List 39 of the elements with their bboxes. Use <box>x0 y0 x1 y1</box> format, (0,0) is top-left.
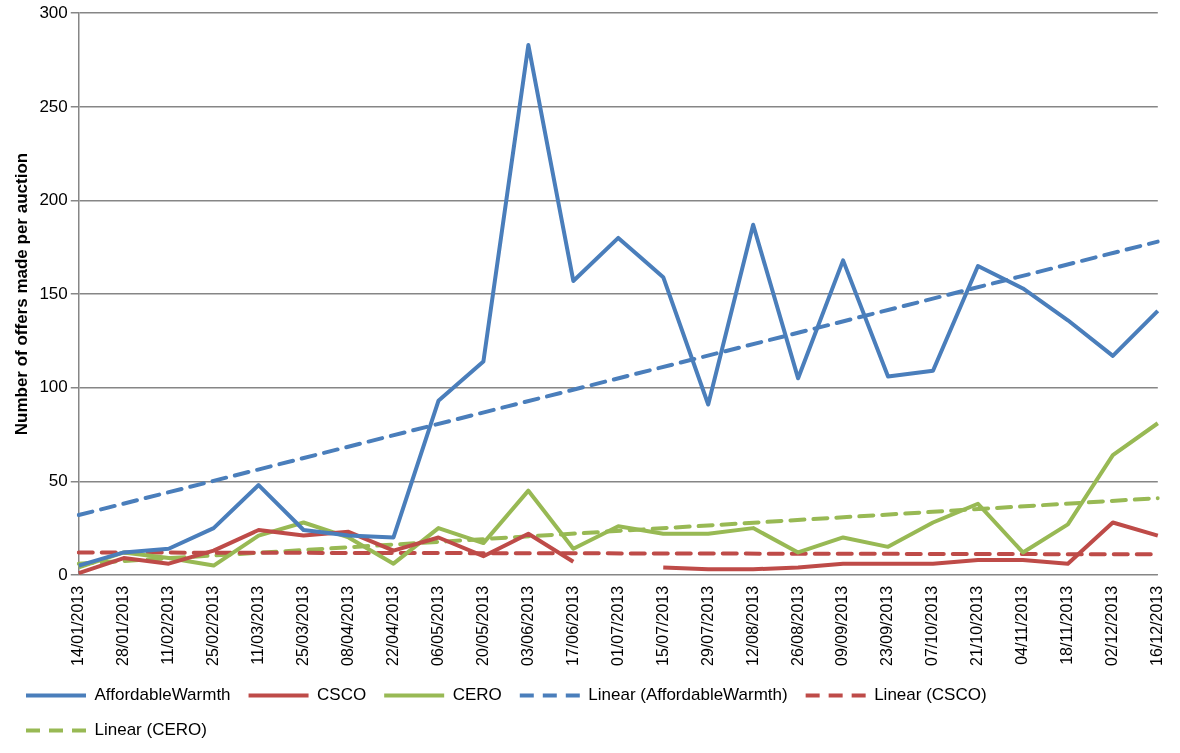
legend-label: AffordableWarmth <box>94 685 231 705</box>
y-axis-title: Number of offers made per auction <box>11 152 31 436</box>
x-tick-label: 04/11/2013 <box>1013 585 1031 665</box>
x-tick-label: 28/01/2013 <box>114 585 132 666</box>
y-tick-label: 250 <box>39 96 68 116</box>
x-tick-label: 01/07/2013 <box>608 585 626 666</box>
x-tick-label: 22/04/2013 <box>383 585 401 666</box>
x-tick-label: 08/04/2013 <box>338 585 356 666</box>
legend-label: CERO <box>452 685 502 705</box>
x-tick-label: 17/06/2013 <box>563 585 581 666</box>
x-tick-label: 25/03/2013 <box>293 585 311 666</box>
x-tick-label: 11/02/2013 <box>159 585 177 665</box>
x-tick-label: 09/09/2013 <box>833 585 851 666</box>
x-tick-label: 07/10/2013 <box>923 585 941 666</box>
y-tick-label: 200 <box>39 190 68 210</box>
x-tick-label: 23/09/2013 <box>878 585 896 666</box>
legend-label: Linear (CERO) <box>94 720 207 740</box>
x-tick-label: 11/03/2013 <box>249 585 267 665</box>
legend-label: Linear (AffordableWarmth) <box>588 685 788 705</box>
x-tick-label: 15/07/2013 <box>653 585 671 666</box>
y-tick-label: 300 <box>39 2 68 22</box>
y-tick-label: 100 <box>39 377 68 397</box>
y-tick-label: 0 <box>58 564 68 584</box>
x-tick-label: 25/02/2013 <box>204 585 222 666</box>
y-tick-label: 50 <box>48 470 68 490</box>
x-tick-label: 18/11/2013 <box>1058 585 1076 665</box>
x-tick-label: 06/05/2013 <box>428 585 446 666</box>
x-tick-label: 02/12/2013 <box>1103 585 1121 666</box>
y-tick-label: 150 <box>39 283 68 303</box>
x-tick-label: 16/12/2013 <box>1148 585 1166 666</box>
legend-label: CSCO <box>317 685 367 705</box>
x-tick-label: 03/06/2013 <box>518 585 536 666</box>
x-tick-label: 14/01/2013 <box>69 585 87 666</box>
x-tick-label: 26/08/2013 <box>788 585 806 666</box>
legend-label: Linear (CSCO) <box>874 685 987 705</box>
x-tick-label: 21/10/2013 <box>968 585 986 666</box>
x-tick-label: 20/05/2013 <box>473 585 491 666</box>
x-tick-label: 29/07/2013 <box>698 585 716 666</box>
x-tick-label: 12/08/2013 <box>743 585 761 666</box>
